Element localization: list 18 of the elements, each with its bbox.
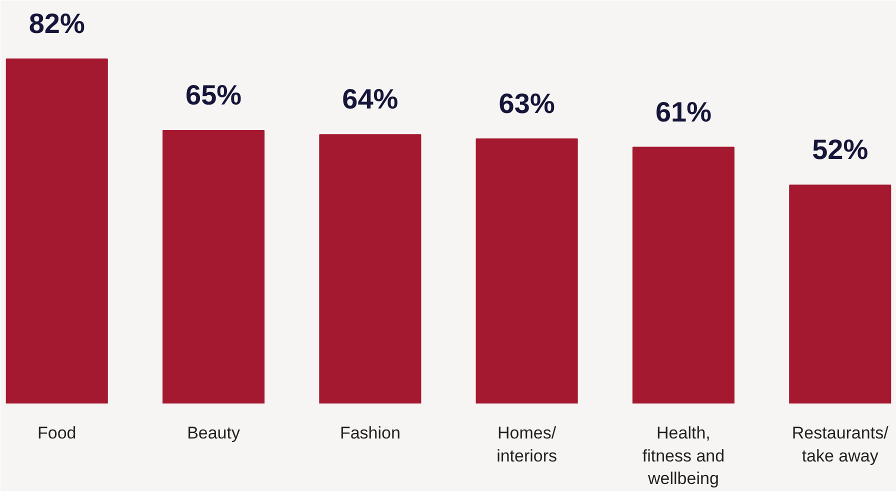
- x-tick-label: Homes/ interiors: [496, 424, 558, 466]
- data-label: 61%: [655, 96, 712, 128]
- x-tick-label: Food: [38, 424, 76, 442]
- bar: [789, 184, 892, 404]
- bar: [162, 130, 265, 404]
- bar: [319, 134, 422, 404]
- bar: [476, 138, 578, 404]
- data-label: 64%: [342, 84, 398, 115]
- data-label: 63%: [498, 88, 555, 119]
- data-label: 82%: [28, 8, 86, 40]
- bar: [632, 146, 734, 404]
- x-tick-label: Health, fitness and wellbeing: [642, 424, 725, 488]
- bar: [6, 58, 108, 404]
- x-tick-label: Beauty: [187, 424, 240, 442]
- x-tick-label: Fashion: [340, 424, 400, 442]
- data-label: 52%: [812, 134, 868, 166]
- data-label: 65%: [186, 79, 242, 110]
- x-tick-label: Restaurants/ take away: [792, 424, 889, 466]
